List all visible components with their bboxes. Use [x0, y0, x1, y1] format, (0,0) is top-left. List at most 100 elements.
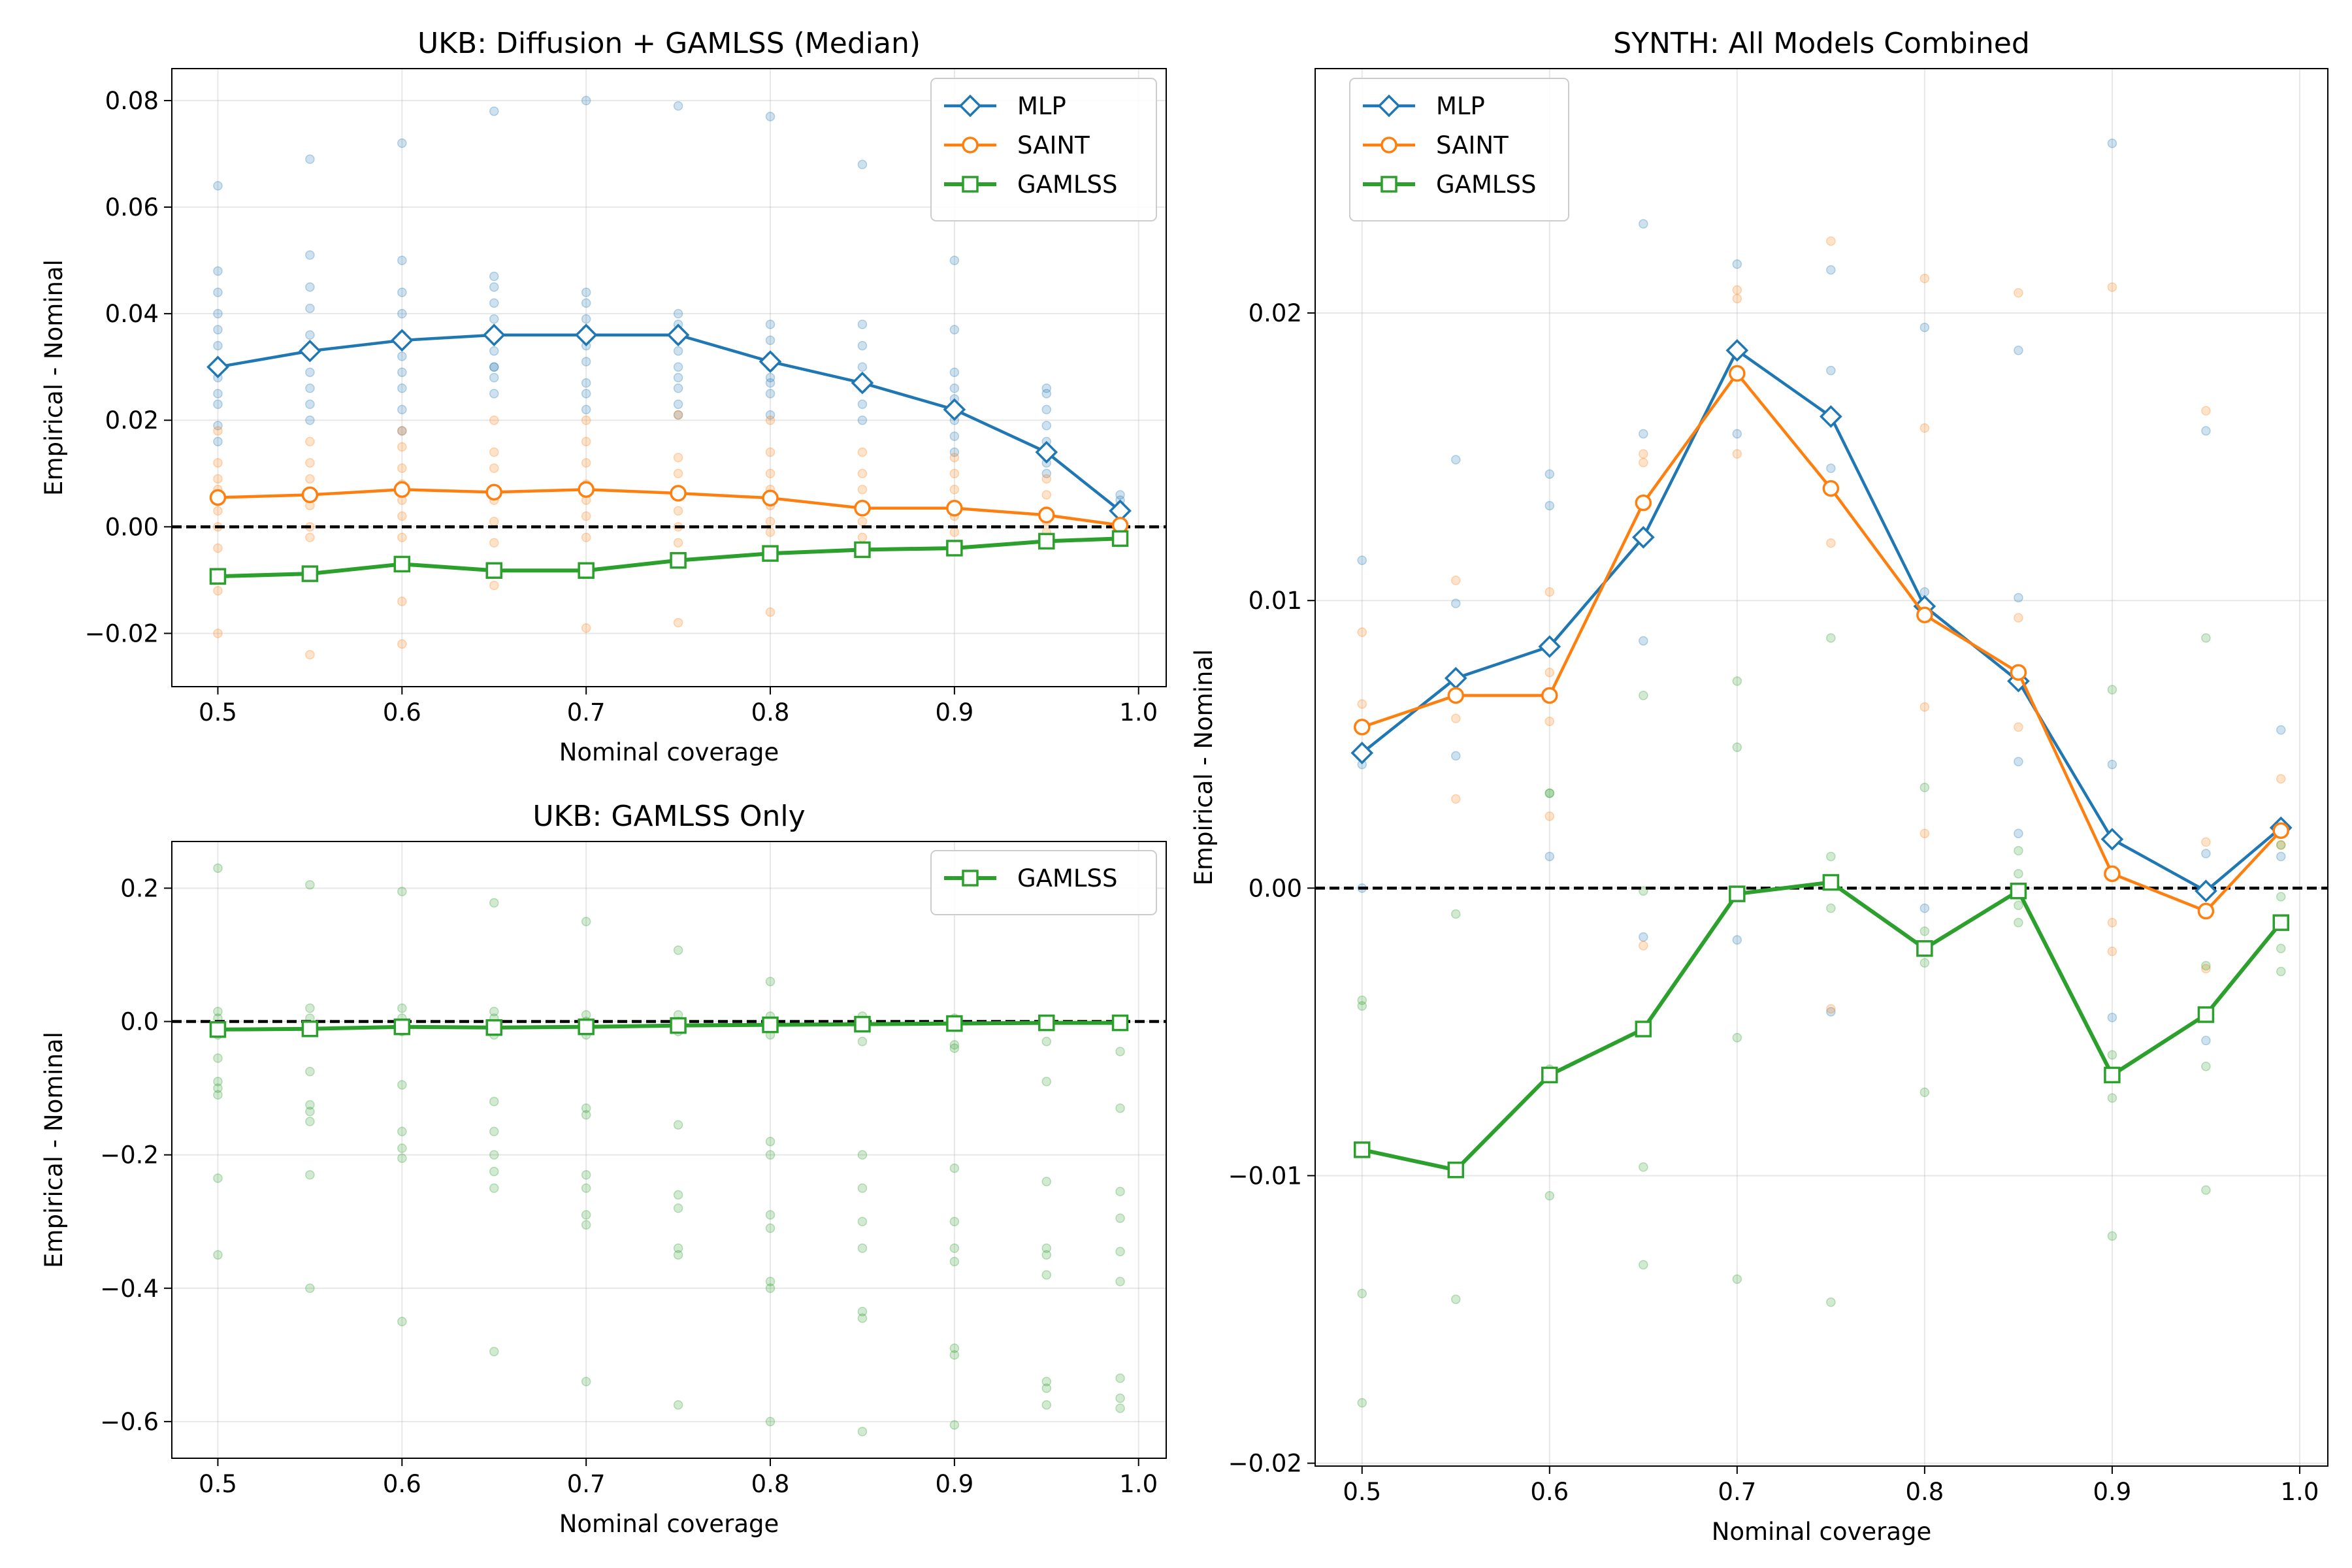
- legend-marker-mlp: [958, 94, 982, 118]
- series-marker-gamlss: [1447, 1161, 1465, 1179]
- x-tick-label: 0.6: [1530, 1478, 1569, 1506]
- scatter-point-gamlss: [489, 1166, 499, 1177]
- scatter-point-saint: [673, 617, 683, 628]
- scatter-point-saint: [397, 532, 407, 542]
- scatter-point-gamlss: [2276, 892, 2286, 902]
- scatter-point-mlp: [1826, 265, 1836, 275]
- series-marker-gamlss: [301, 1021, 319, 1037]
- scatter-point-gamlss: [1732, 676, 1742, 686]
- scatter-point-gamlss: [1919, 1087, 1930, 1098]
- series-marker-gamlss: [946, 1015, 963, 1032]
- scatter-point-saint: [1732, 449, 1742, 459]
- scatter-point-saint: [1826, 1004, 1836, 1014]
- scatter-point-saint: [673, 538, 683, 548]
- panel-ukb-gamlss: 0.5 0.6 0.7 0.8 0.9 1.0 −0.6 −0.4 −0.2 0.0 0.2 UKB:…: [40, 800, 1167, 1538]
- scatter-point-mlp: [2201, 426, 2211, 436]
- scatter-point-gamlss: [765, 1283, 776, 1294]
- scatter-point-gamlss: [765, 977, 776, 987]
- scatter-point-saint: [581, 511, 591, 521]
- scatter-point-mlp: [1041, 468, 1052, 479]
- scatter-point-saint: [305, 458, 315, 468]
- scatter-point-gamlss: [1826, 633, 1836, 643]
- scatter-point-gamlss: [397, 1153, 407, 1164]
- scatter-point-saint: [581, 458, 591, 468]
- y-tick-label: 0.02: [105, 406, 159, 434]
- scatter-point-mlp: [397, 384, 407, 393]
- scatter-point-gamlss: [857, 1313, 868, 1323]
- scatter-point-gamlss: [1357, 1288, 1367, 1299]
- legend-label-saint: SAINT: [1436, 131, 1509, 159]
- series-line-gamlss: [218, 1021, 1120, 1032]
- series-marker-mlp: [666, 323, 690, 347]
- scatter-point-saint: [489, 415, 499, 425]
- scatter-point-saint: [213, 543, 223, 553]
- chart-title: UKB: GAMLSS Only: [532, 800, 805, 833]
- series-marker-gamlss: [209, 568, 227, 585]
- scatter-point-gamlss: [857, 1217, 868, 1226]
- scatter-point-mlp: [2201, 849, 2211, 858]
- series-marker-gamlss: [1635, 1021, 1652, 1037]
- scatter-point-saint: [1639, 941, 1648, 951]
- series-marker-saint: [1729, 365, 1746, 382]
- series-marker-gamlss: [578, 562, 595, 579]
- scatter-point-saint: [673, 468, 683, 479]
- scatter-point-gamlss: [857, 1307, 868, 1316]
- scatter-point-mlp: [213, 436, 223, 447]
- scatter-point-saint: [857, 447, 868, 457]
- series-marker-gamlss: [209, 1021, 227, 1038]
- scatter-point-saint: [1639, 457, 1648, 468]
- scatter-point-mlp: [397, 426, 407, 436]
- scatter-point-mlp: [213, 287, 223, 297]
- scatter-point-saint: [949, 527, 960, 537]
- scatter-point-saint: [1732, 293, 1742, 304]
- y-tick-label: 0.2: [120, 874, 159, 902]
- scatter-point-gamlss: [1919, 783, 1930, 792]
- scatter-point-gamlss: [1357, 1001, 1367, 1011]
- scatter-point-saint: [1919, 828, 1930, 838]
- x-tick-label: 1.0: [1119, 1470, 1158, 1498]
- scatter-point-mlp: [305, 303, 315, 314]
- scatter-point-saint: [1544, 811, 1555, 821]
- scatter-point-gamlss: [305, 1117, 315, 1126]
- scatter-point-gamlss: [765, 1150, 776, 1160]
- scatter-point-mlp: [489, 362, 499, 372]
- series-marker-gamlss: [1111, 530, 1129, 547]
- scatter-point-gamlss: [489, 1126, 499, 1137]
- scatter-point-gamlss: [581, 1170, 591, 1180]
- legend-box: [930, 850, 1157, 915]
- scatter-point-gamlss: [581, 1103, 591, 1113]
- scatter-point-saint: [1041, 474, 1052, 484]
- scatter-point-mlp: [305, 415, 315, 425]
- scatter-point-saint: [581, 436, 591, 447]
- scatter-point-gamlss: [397, 1080, 407, 1090]
- scatter-point-gamlss: [1041, 1243, 1052, 1253]
- scatter-point-saint: [2201, 964, 2211, 973]
- scatter-point-gamlss: [949, 1350, 960, 1360]
- scatter-point-mlp: [1732, 935, 1742, 945]
- scatter-point-mlp: [2014, 757, 2023, 766]
- scatter-point-gamlss: [1041, 1377, 1052, 1386]
- scatter-point-gamlss: [305, 1003, 315, 1013]
- scatter-point-gamlss: [1115, 1277, 1125, 1286]
- series-marker-saint: [1447, 687, 1465, 704]
- scatter-point-gamlss: [305, 1100, 315, 1110]
- scatter-point-gamlss: [1115, 1247, 1125, 1256]
- scatter-point-gamlss: [1115, 1393, 1125, 1403]
- scatter-point-saint: [1041, 490, 1052, 500]
- legend-marker-saint: [962, 137, 979, 154]
- scatter-point-gamlss: [581, 1183, 591, 1193]
- scatter-point-saint: [397, 463, 407, 473]
- x-tick-label: 0.6: [383, 1470, 421, 1498]
- scatter-point-mlp: [1732, 259, 1742, 269]
- scatter-point-gamlss: [1826, 1297, 1836, 1307]
- x-tick-label: 0.8: [751, 1470, 790, 1498]
- scatter-point-gamlss: [489, 1150, 499, 1160]
- scatter-point-saint: [1919, 423, 1930, 433]
- scatter-point-gamlss: [949, 1043, 960, 1053]
- series-marker-mlp: [574, 323, 598, 347]
- series-line-saint: [1362, 372, 2282, 913]
- scatter-point-saint: [397, 639, 407, 649]
- legend-label-gamlss: GAMLSS: [1017, 171, 1118, 199]
- scatter-point-saint: [1732, 285, 1742, 295]
- scatter-point-saint: [2107, 917, 2117, 928]
